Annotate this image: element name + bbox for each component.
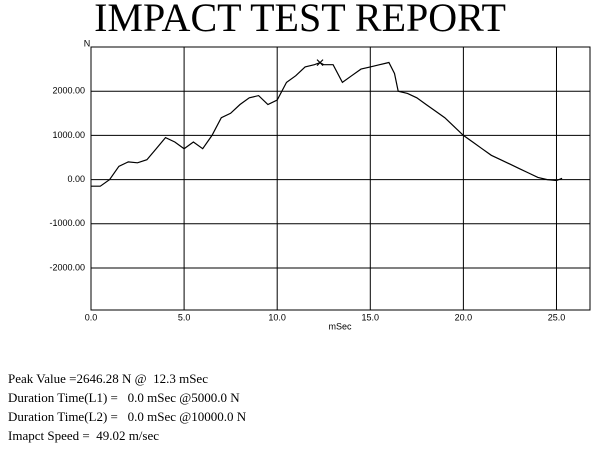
report-line: Imapct Speed = 49.02 m/sec bbox=[8, 428, 159, 443]
y-tick-label: 2000.00 bbox=[52, 86, 85, 96]
x-tick-label: 10.0 bbox=[268, 312, 286, 322]
report-line: Duration Time(L1) = 0.0 mSec @5000.0 N bbox=[8, 390, 240, 405]
data-line bbox=[91, 61, 563, 187]
x-tick-label: 25.0 bbox=[548, 312, 566, 322]
report-line: Duration Time(L2) = 0.0 mSec @10000.0 N bbox=[8, 409, 247, 424]
y-axis-label: N bbox=[84, 38, 91, 48]
x-tick-label: 20.0 bbox=[455, 312, 473, 322]
chart-title: IMPACT TEST REPORT bbox=[94, 0, 506, 40]
y-tick-label: -2000.00 bbox=[49, 262, 85, 272]
peak-marker bbox=[316, 59, 324, 67]
x-tick-label: 5.0 bbox=[178, 312, 191, 322]
x-axis-label: mSec bbox=[328, 321, 352, 331]
x-tick-label: 15.0 bbox=[362, 312, 380, 322]
y-tick-label: 0.00 bbox=[67, 174, 85, 184]
x-tick-label: 0.0 bbox=[85, 312, 98, 322]
y-tick-label: -1000.00 bbox=[49, 218, 85, 228]
y-tick-label: 1000.00 bbox=[52, 130, 85, 140]
plot-frame bbox=[90, 46, 591, 311]
report-line: Peak Value =2646.28 N @ 12.3 mSec bbox=[8, 371, 208, 386]
